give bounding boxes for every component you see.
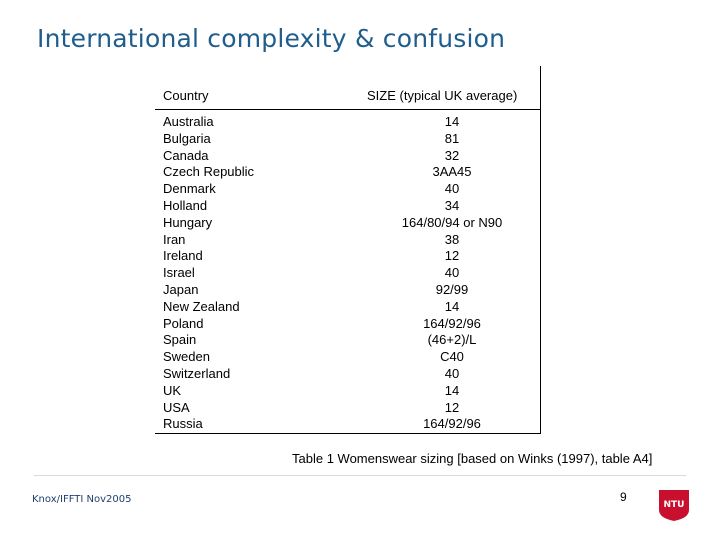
country-cell: Hungary xyxy=(163,214,213,230)
country-cell: Holland xyxy=(163,197,208,213)
country-cell: New Zealand xyxy=(163,298,240,314)
country-cell: Australia xyxy=(163,114,214,129)
size-cell: 3AA45 xyxy=(432,164,472,180)
footer-text: Knox/IFFTI Nov2005 xyxy=(32,494,132,505)
sizing-table: Country SIZE (typical UK average) Austra… xyxy=(155,66,541,434)
country-cell: USA xyxy=(163,399,190,415)
ntu-logo-icon: NTU xyxy=(659,490,689,521)
size-cell: 164/80/94 or N90 xyxy=(401,214,503,230)
country-cell: Israel xyxy=(163,265,195,281)
country-cell: Czech Republic xyxy=(163,164,255,180)
table-caption: Table 1 Womenswear sizing [based on Wink… xyxy=(292,451,653,466)
country-cell: Bulgaria xyxy=(163,130,211,146)
size-cell: 40 xyxy=(444,265,460,281)
size-cell: 38 xyxy=(444,231,460,247)
country-cell: UK xyxy=(163,382,182,398)
slide-title: International complexity & confusion xyxy=(37,24,506,53)
header-country: Country xyxy=(163,88,209,103)
svg-text:NTU: NTU xyxy=(664,500,685,510)
size-cell: 40 xyxy=(444,365,460,381)
size-cell: C40 xyxy=(440,349,464,365)
country-cell: Ireland xyxy=(163,248,203,264)
country-cell: Iran xyxy=(163,231,186,247)
size-cell: 164/92/96 xyxy=(423,315,481,331)
size-cell: 12 xyxy=(444,248,460,264)
country-cell: Japan xyxy=(163,281,199,297)
size-cell: 92/99 xyxy=(435,281,469,297)
size-cell: 14 xyxy=(444,382,460,398)
country-column: Australia Bulgaria Canada Czech Republic Den… xyxy=(163,114,254,433)
size-cell: (46+2)/L xyxy=(427,332,477,348)
country-cell: Sweden xyxy=(163,349,210,365)
page-number: 9 xyxy=(620,490,627,504)
size-column: 14 81 32 3AA45 40 34 164/80/94 or N90 38 12 40 92/… xyxy=(375,114,529,433)
country-cell: Canada xyxy=(163,147,209,163)
size-cell: 81 xyxy=(444,130,460,146)
country-cell: Russia xyxy=(163,416,203,432)
size-cell: 40 xyxy=(444,181,460,197)
header-size: SIZE (typical UK average) xyxy=(367,88,518,103)
country-cell: Switzerland xyxy=(163,365,231,381)
country-cell: Denmark xyxy=(163,181,216,197)
country-cell: Spain xyxy=(163,332,197,348)
table-header: Country SIZE (typical UK average) xyxy=(155,66,540,110)
size-cell: 32 xyxy=(444,147,460,163)
country-cell: Poland xyxy=(163,315,204,331)
size-cell: 164/92/96 xyxy=(423,416,481,432)
footer-divider xyxy=(34,475,686,476)
size-cell: 12 xyxy=(444,399,460,415)
size-cell: 14 xyxy=(444,298,460,314)
size-cell: 34 xyxy=(444,197,460,213)
size-cell: 14 xyxy=(444,114,460,129)
